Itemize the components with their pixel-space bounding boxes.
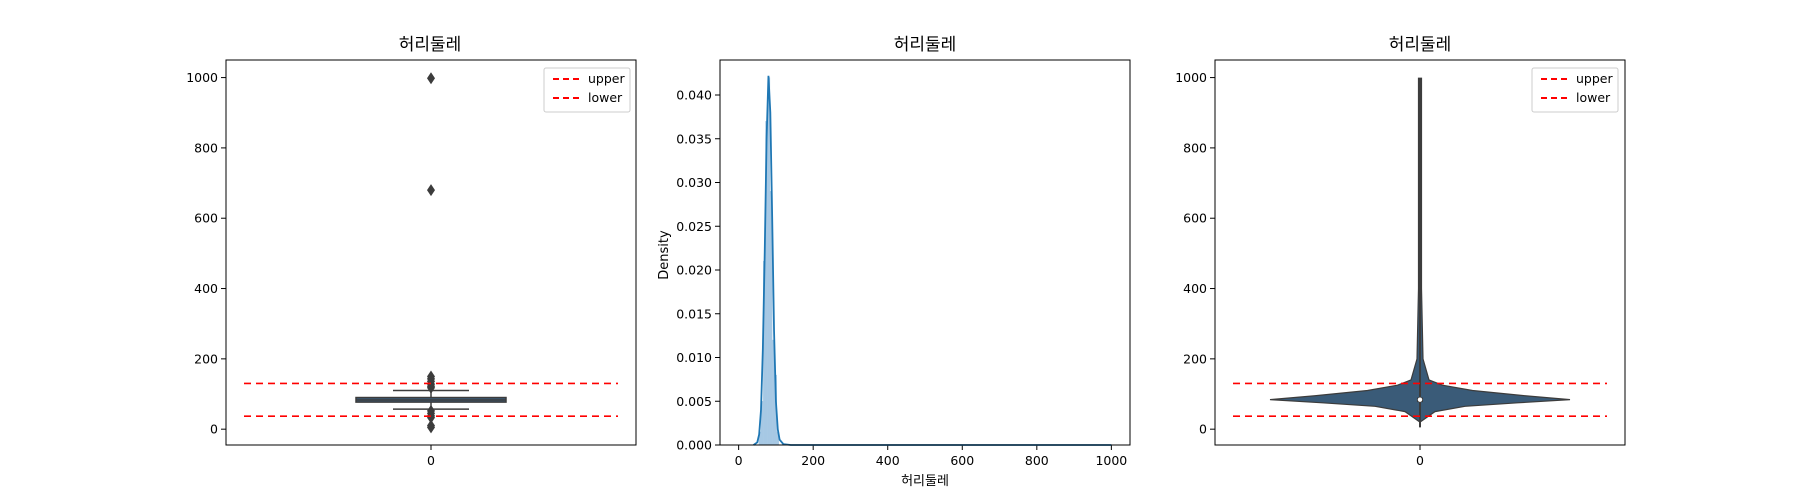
boxplot-panel: 허리둘레 0 200 400 600 800 1000 0 upper lower [186,35,637,468]
legend-lower-label: lower [588,90,623,105]
density-ylabel: Density [657,230,672,280]
density-xtick-label: 1000 [1095,453,1127,468]
density-ytick-label: 0.020 [676,263,712,278]
violin-ytick-label: 0 [1199,422,1207,437]
density-ytick-label: 0.010 [676,350,712,365]
violin-xtick-label: 0 [1416,453,1424,468]
boxplot-ytick-label: 600 [194,211,218,226]
boxplot-ytick-label: 400 [194,281,218,296]
density-kde-line [753,75,1112,446]
boxplot-ytick-label: 1000 [186,70,218,85]
violin-median-dot [1417,397,1423,402]
density-xtick-label: 400 [876,453,900,468]
density-xtick-label: 600 [950,453,974,468]
boxplot-ytick-label: 800 [194,140,218,155]
density-ytick-label: 0.040 [676,88,712,103]
violin-title: 허리둘레 [1389,35,1452,55]
density-ytick-label: 0.000 [676,438,712,453]
boxplot-title: 허리둘레 [399,35,462,55]
violin-legend: upper lower [1531,67,1619,113]
violin-ytick-label: 1000 [1175,70,1207,85]
density-ytick-label: 0.025 [676,219,712,234]
boxplot-outlier [427,411,435,424]
density-hist-bar [767,77,771,446]
boxplot-content: 0 200 400 600 800 1000 0 [186,70,618,468]
boxplot-ytick-label: 200 [194,351,218,366]
legend-upper-label: upper [1576,71,1613,86]
density-xlabel: 허리둘레 [901,474,949,489]
density-panel: 허리둘레 0.000 0.005 0.010 0.015 0.020 0.025 0.030… [657,35,1131,489]
density-xtick-label: 800 [1025,453,1049,468]
density-axes-frame [719,59,1131,446]
violin-ytick-label: 200 [1183,351,1207,366]
density-title: 허리둘레 [894,35,957,55]
density-ytick-label: 0.035 [676,131,712,146]
density-ytick-label: 0.015 [676,306,712,321]
boxplot-outlier [427,421,435,434]
density-xtick-label: 200 [801,453,825,468]
violin-ytick-label: 600 [1183,211,1207,226]
boxplot-outlier [427,72,435,85]
violin-ytick-label: 800 [1183,140,1207,155]
boxplot-ytick-label: 0 [210,422,218,437]
violin-content: 0 200 400 600 800 1000 0 [1175,70,1607,468]
boxplot-outlier [427,381,435,394]
boxplot-xtick-label: 0 [427,453,435,468]
density-xtick-label: 0 [735,453,743,468]
density-ytick-label: 0.030 [676,175,712,190]
legend-lower-label: lower [1576,90,1611,105]
violin-ytick-label: 400 [1183,281,1207,296]
legend-upper-label: upper [588,71,625,86]
density-content: 0.000 0.005 0.010 0.015 0.020 0.025 0.030 0.035… [676,75,1127,468]
density-ytick-label: 0.005 [676,394,712,409]
violin-panel: 허리둘레 0 200 400 600 800 1000 0 upper lower [1175,35,1626,468]
boxplot-outlier [427,184,435,197]
boxplot-legend: upper lower [543,67,631,113]
